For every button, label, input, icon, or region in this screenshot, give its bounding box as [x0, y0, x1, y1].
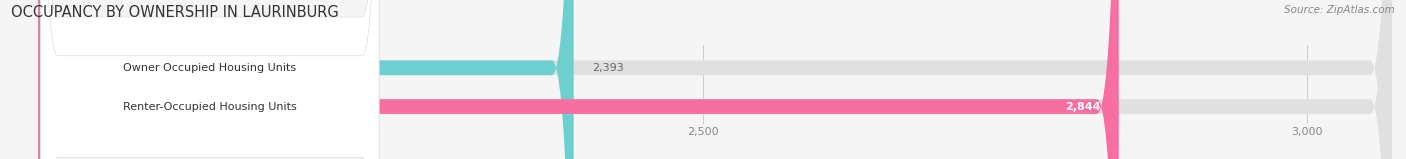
Text: OCCUPANCY BY OWNERSHIP IN LAURINBURG: OCCUPANCY BY OWNERSHIP IN LAURINBURG [11, 5, 339, 20]
Text: Renter-Occupied Housing Units: Renter-Occupied Housing Units [122, 102, 297, 112]
Text: Source: ZipAtlas.com: Source: ZipAtlas.com [1284, 5, 1395, 15]
FancyBboxPatch shape [38, 0, 1392, 159]
Text: 2,393: 2,393 [592, 63, 623, 73]
FancyBboxPatch shape [38, 0, 1392, 159]
Text: 2,844: 2,844 [1066, 102, 1101, 112]
FancyBboxPatch shape [41, 0, 380, 159]
FancyBboxPatch shape [38, 0, 1119, 159]
FancyBboxPatch shape [38, 0, 574, 159]
FancyBboxPatch shape [41, 0, 380, 159]
Text: Owner Occupied Housing Units: Owner Occupied Housing Units [124, 63, 297, 73]
